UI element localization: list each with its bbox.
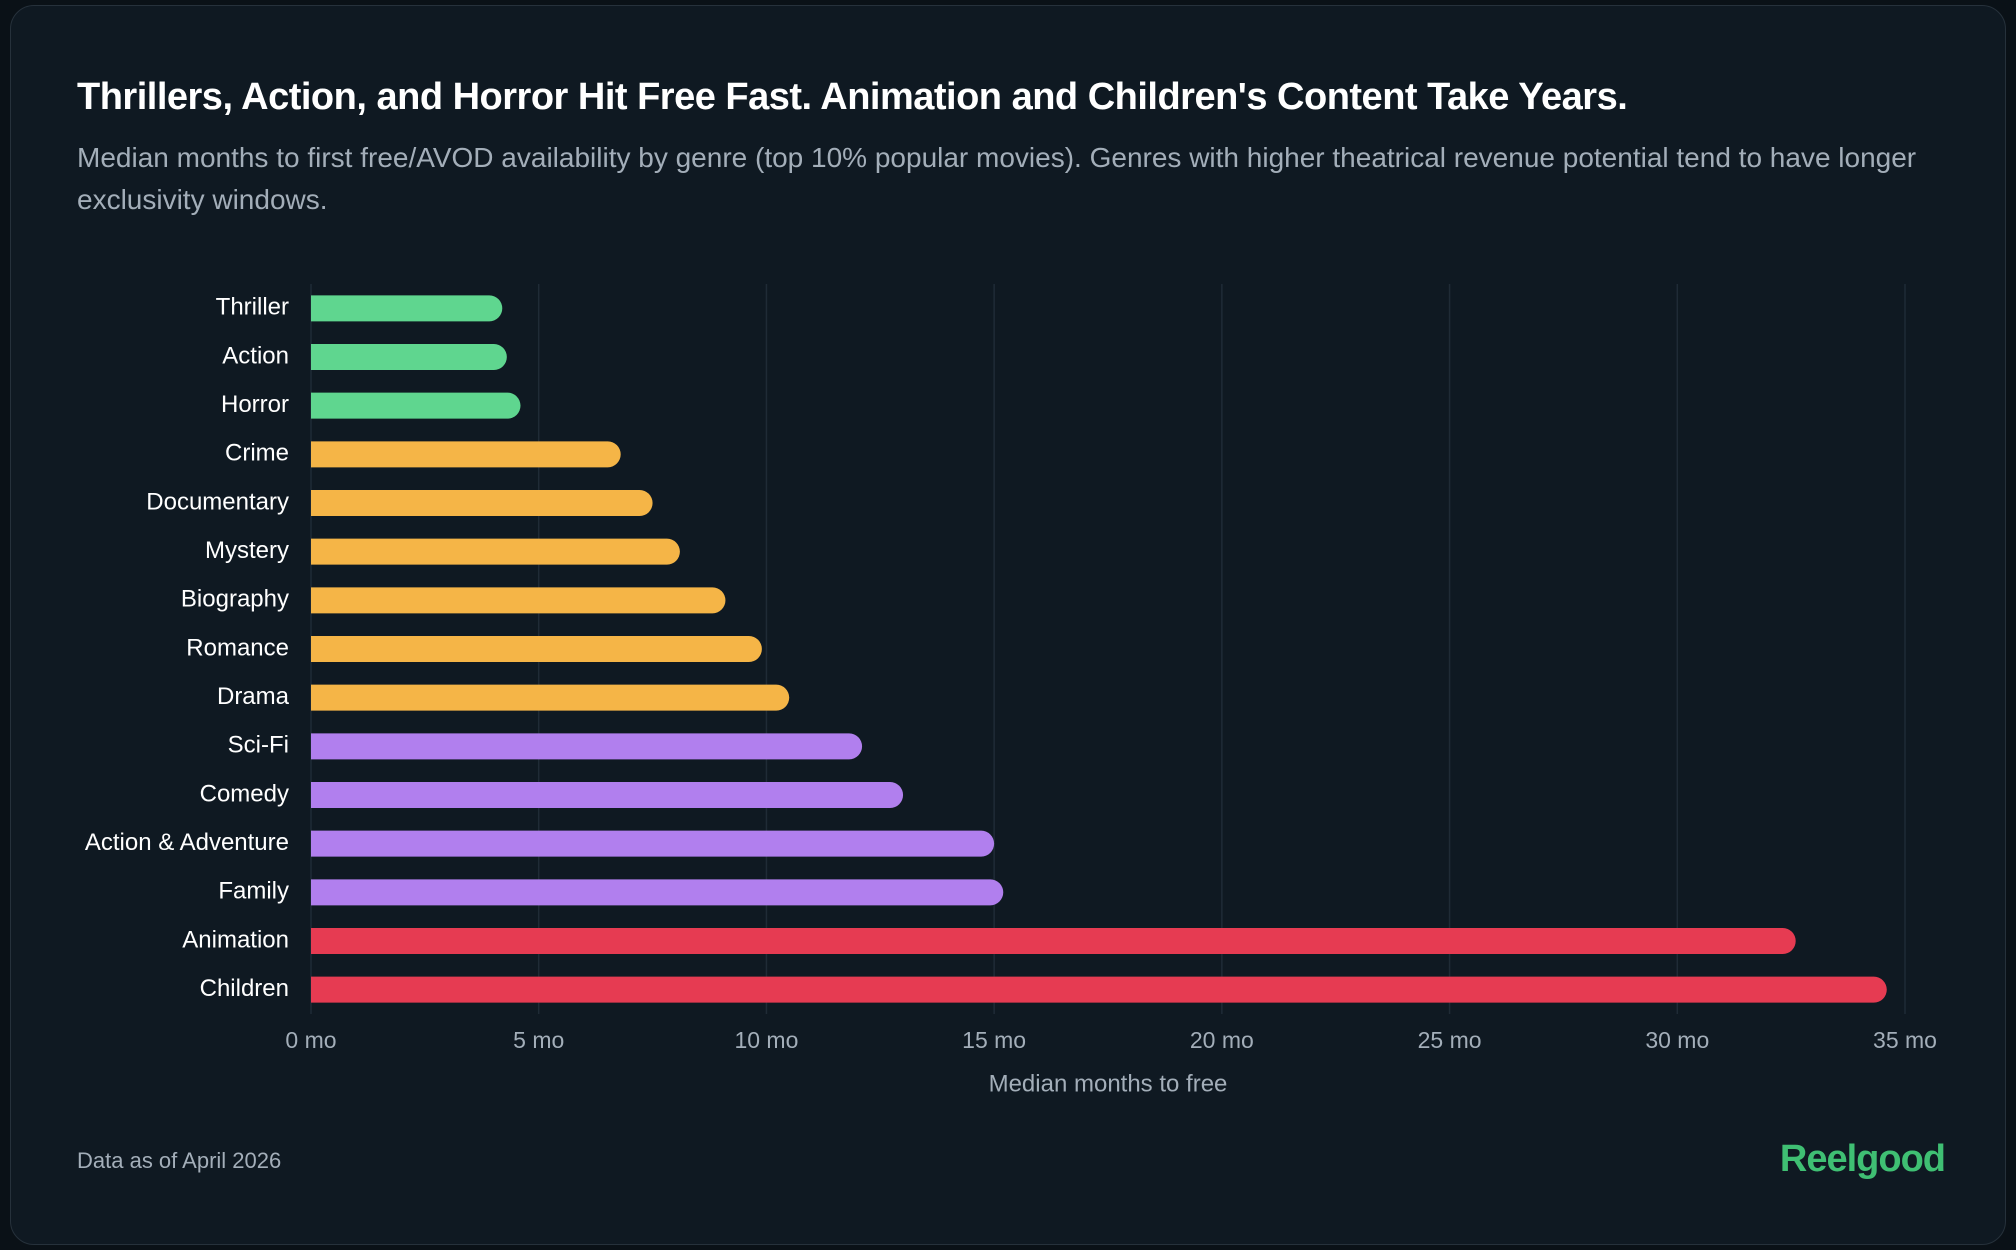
y-tick-label: Thriller xyxy=(216,294,289,321)
bar xyxy=(311,733,863,760)
bar xyxy=(311,830,995,857)
y-tick-label: Animation xyxy=(182,926,289,953)
y-tick-label: Sci-Fi xyxy=(228,732,289,759)
y-tick-label: Action xyxy=(222,342,289,369)
bar xyxy=(311,587,726,614)
bar xyxy=(311,928,1796,954)
y-tick-label: Romance xyxy=(186,634,289,661)
y-tick-label: Children xyxy=(200,975,289,1002)
y-tick-label: Documentary xyxy=(146,488,289,515)
y-tick-label: Mystery xyxy=(205,537,289,564)
chart-subtitle: Median months to first free/AVOD availab… xyxy=(77,142,1917,215)
y-tick-label: Family xyxy=(218,878,289,905)
chart-title: Thrillers, Action, and Horror Hit Free F… xyxy=(77,76,1628,118)
y-tick-label: Horror xyxy=(221,391,289,418)
x-tick-label: 25 mo xyxy=(1418,1027,1482,1053)
logo-text: Reelgood xyxy=(1779,1138,1946,1180)
y-tick-label: Biography xyxy=(181,586,289,613)
y-tick-label: Comedy xyxy=(200,780,289,807)
y-tick-label: Crime xyxy=(225,440,289,467)
bar xyxy=(311,392,521,419)
bar xyxy=(311,976,1887,1003)
x-tick-label: 35 mo xyxy=(1873,1027,1937,1053)
x-tick-label: 30 mo xyxy=(1645,1027,1709,1053)
x-tick-label: 20 mo xyxy=(1190,1027,1254,1053)
logo: Reelgood xyxy=(1779,1138,1946,1181)
bar xyxy=(311,684,790,711)
x-tick-label: 0 mo xyxy=(285,1027,336,1053)
x-tick-label: 10 mo xyxy=(734,1027,798,1053)
bar xyxy=(311,879,1004,906)
card: Thrillers, Action, and Horror Hit Free F… xyxy=(10,5,2006,1245)
bar xyxy=(311,295,503,322)
bar xyxy=(311,490,653,516)
footnote: Data as of April 2026 xyxy=(77,1148,282,1173)
bar xyxy=(311,441,621,468)
chart: 0 mo 5 mo 10 mo 15 mo 20 mo 25 mo 30 mo 35 mo Me… xyxy=(85,284,1937,1097)
x-axis-label: Median months to free xyxy=(989,1070,1228,1097)
y-tick-label: Action & Adventure xyxy=(85,829,289,856)
y-tick-label: Drama xyxy=(217,683,290,710)
bar xyxy=(311,782,904,808)
x-tick-label: 5 mo xyxy=(513,1027,564,1053)
x-tick-label: 15 mo xyxy=(962,1027,1026,1053)
bar xyxy=(311,344,507,370)
bar xyxy=(311,636,762,662)
bar xyxy=(311,538,680,565)
